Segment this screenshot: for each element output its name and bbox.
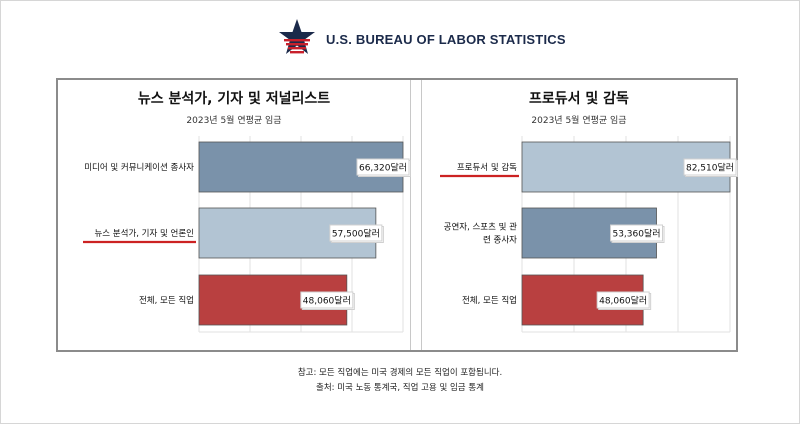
category-label: 련 종사자	[483, 235, 517, 246]
source-note: 출처: 미국 노동 통계국, 직업 고용 및 임금 통계	[316, 383, 484, 393]
value-label-text: 57,500달러	[332, 228, 380, 240]
footnote: 참고: 모든 직업에는 미국 경제의 모든 직업이 포함됩니다.	[297, 368, 503, 378]
value-label: 66,320달러	[356, 158, 411, 177]
value-label-text: 66,320달러	[359, 162, 407, 174]
category-label: 전체, 모든 직업	[139, 295, 194, 306]
chart-subtitle: 2023년 5월 연평균 임금	[186, 116, 282, 126]
value-label: 48,060달러	[596, 291, 652, 310]
header: U.S. BUREAU OF LABOR STATISTICS	[0, 0, 800, 78]
value-label-text: 82,510달러	[686, 162, 734, 174]
chart-title: 프로듀서 및 감독	[529, 91, 629, 107]
chart-subtitle: 2023년 5월 연평균 임금	[531, 116, 627, 126]
value-label-text: 48,060달러	[303, 295, 351, 307]
value-label-bg	[610, 224, 664, 242]
chart-news-analysts: 뉴스 분석가, 기자 및 저널리스트 2023년 5월 연평균 임금 미디어 및…	[58, 80, 411, 350]
charts-container: 뉴스 분석가, 기자 및 저널리스트 2023년 5월 연평균 임금 미디어 및…	[56, 78, 738, 352]
value-label-bg	[683, 158, 737, 176]
category-label: 미디어 및 커뮤니케이션 종사자	[84, 162, 194, 173]
chart-title: 뉴스 분석가, 기자 및 저널리스트	[137, 91, 331, 107]
value-label: 48,060달러	[300, 291, 355, 310]
value-label-text: 48,060달러	[599, 295, 647, 307]
panel-divider	[410, 80, 422, 350]
value-label-bg	[329, 224, 383, 242]
value-label: 53,360달러	[610, 224, 665, 243]
chart-producers-directors: 프로듀서 및 감독 2023년 5월 연평균 임금 프로듀서 및 감독 82,51…	[422, 80, 738, 350]
value-label-bg	[356, 158, 410, 176]
agency-name: U.S. BUREAU OF LABOR STATISTICS	[326, 32, 566, 47]
value-label-bg	[596, 291, 650, 309]
category-label: 뉴스 분석가, 기자 및 언론인	[94, 228, 194, 239]
value-label-text: 53,360달러	[612, 228, 660, 240]
category-label: 전체, 모든 직업	[462, 295, 517, 306]
value-label: 57,500달러	[329, 224, 384, 243]
category-label: 프로듀서 및 감독	[457, 162, 517, 173]
value-label-bg	[300, 291, 354, 309]
category-label: 공연자, 스포츠 및 관	[444, 222, 518, 233]
value-label: 82,510달러	[683, 158, 738, 177]
bls-logo-icon	[279, 19, 315, 54]
